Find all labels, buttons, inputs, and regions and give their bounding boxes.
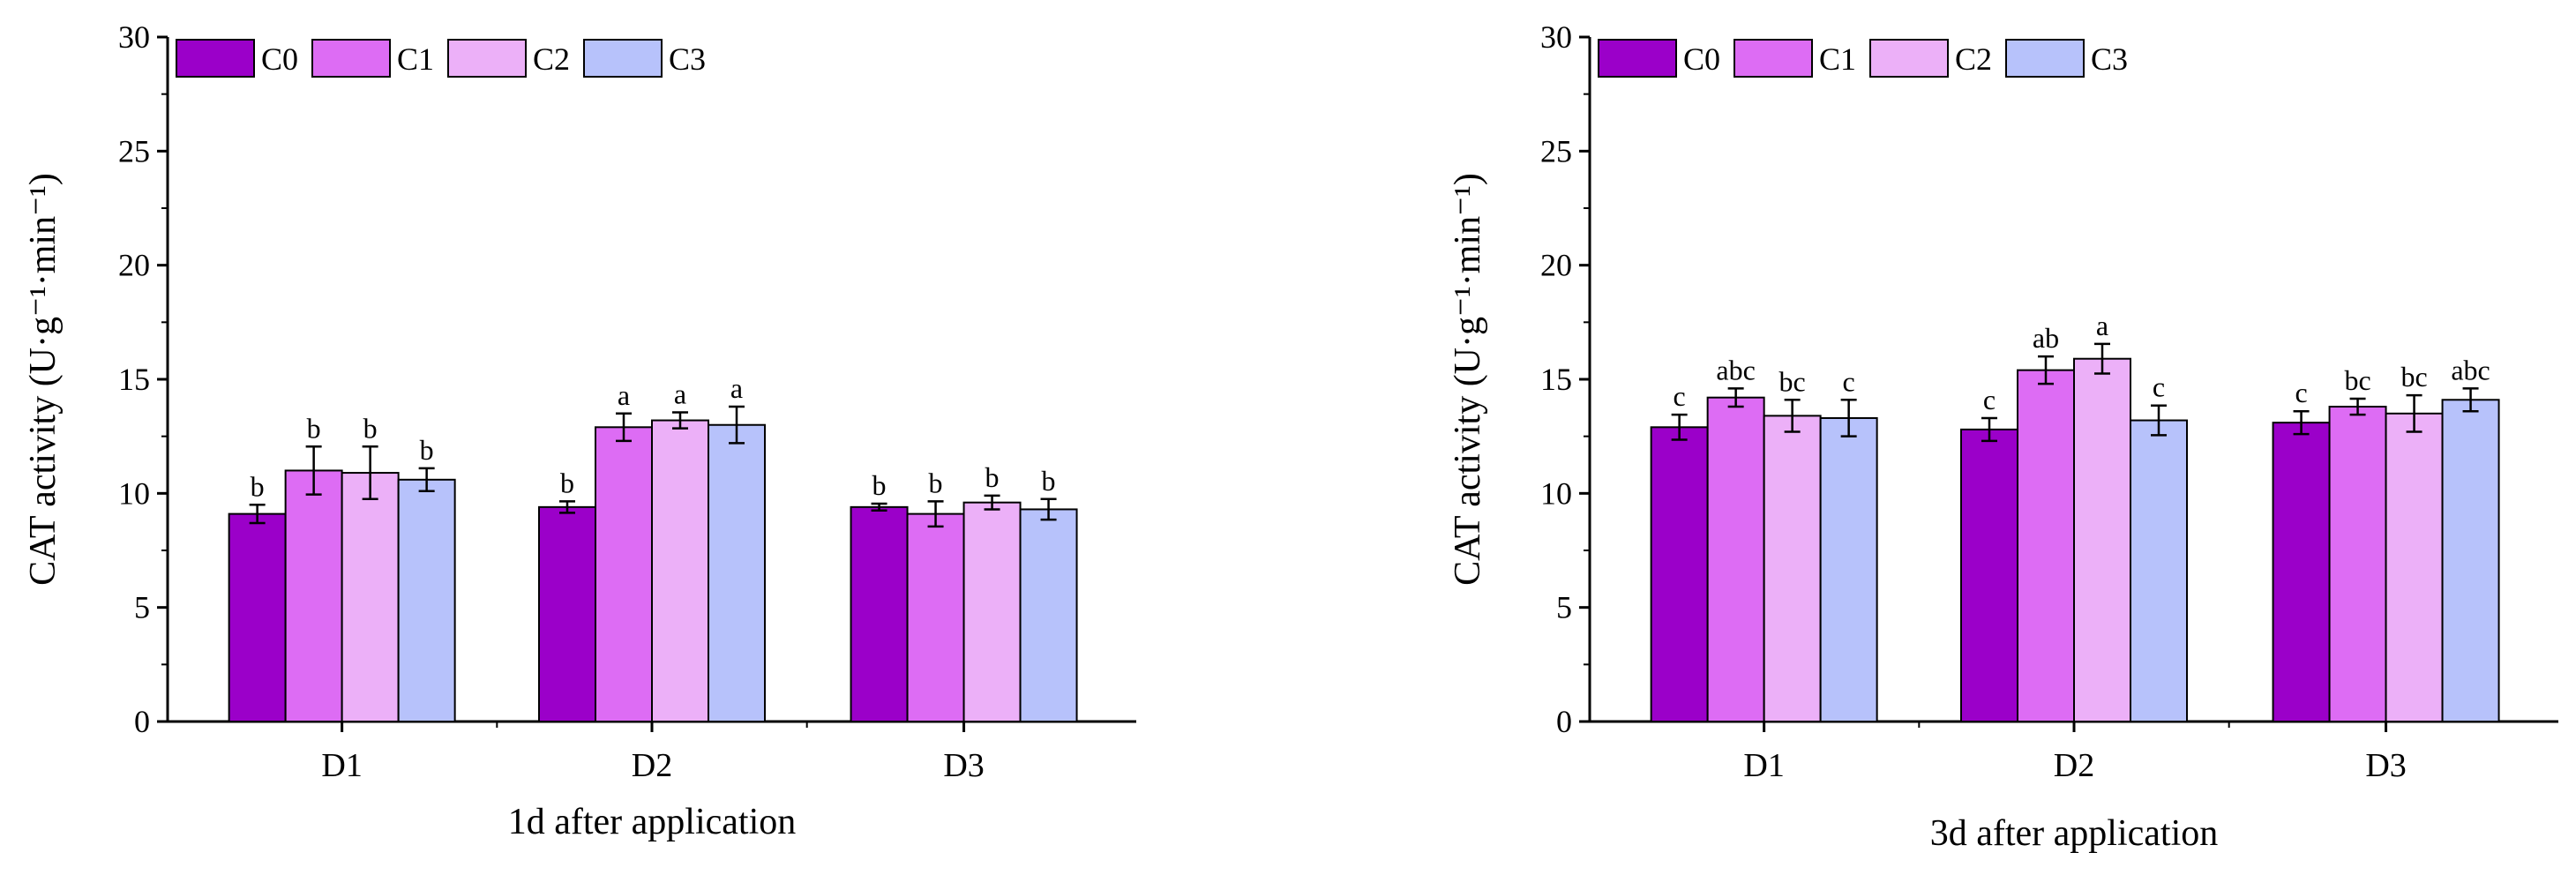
legend-swatch-c0	[176, 39, 255, 78]
significance-label: ab	[2033, 322, 2059, 354]
x-tick-label-d1: D1	[321, 747, 362, 784]
significance-label: bc	[1779, 365, 1806, 397]
legend-label-c3: C3	[669, 41, 706, 77]
y-tick-label: 25	[1540, 133, 1572, 168]
significance-label: b	[872, 469, 887, 501]
legend-label-c0: C0	[1683, 41, 1720, 77]
significance-label: a	[618, 379, 630, 411]
bar-c3-d3	[1019, 508, 1078, 722]
bar-c1-d2	[2017, 369, 2075, 722]
legend-swatch-c2	[447, 39, 527, 78]
x-tick-label-d2: D2	[632, 747, 672, 784]
bar-c2-d1	[341, 472, 400, 722]
y-tick-label: 10	[118, 475, 150, 511]
significance-label: a	[730, 372, 743, 404]
y-tick-label: 20	[1540, 248, 1572, 283]
significance-label: c	[2295, 377, 2307, 408]
bar-c3-d1	[1819, 416, 1878, 722]
significance-label: b	[985, 461, 1000, 493]
y-tick-label: 30	[1540, 19, 1572, 55]
y-axis-label: CAT activity (U·g⁻¹·min⁻¹)	[1448, 173, 1488, 586]
y-tick-label: 5	[1556, 590, 1572, 625]
bar-c3-d3	[2441, 399, 2500, 722]
bar-c2-d2	[651, 419, 709, 722]
legend-swatch-c1	[311, 39, 391, 78]
x-axis-title: 3d after application	[1930, 813, 2219, 854]
significance-label: abc	[1716, 354, 1755, 385]
legend-label-c2: C2	[1955, 41, 1992, 77]
legend-label-c3: C3	[2091, 41, 2128, 77]
chart-panel-1: 0 5 10 15 20 25 30 D1 D2 D3 b b b b a b b a b b a b C0 C1 C2 C3 CA…	[23, 19, 1136, 842]
significance-label: b	[1042, 465, 1056, 497]
y-tick-label: 20	[118, 248, 150, 283]
y-tick-label: 30	[118, 19, 150, 55]
bar-c3-d1	[397, 478, 456, 723]
bar-c1-d2	[595, 426, 653, 722]
x-tick-label-d3: D3	[943, 747, 984, 784]
y-tick-label: 10	[1540, 475, 1572, 511]
significance-label: c	[1843, 365, 1855, 397]
significance-label: b	[560, 467, 574, 498]
legend: C0 C1 C2 C3	[176, 39, 706, 78]
significance-label: b	[251, 470, 265, 502]
bar-c2-d3	[962, 501, 1022, 722]
bar-c3-d2	[2130, 419, 2188, 722]
legend-swatch-c3	[2005, 39, 2085, 78]
legend-label-c2: C2	[533, 41, 570, 77]
y-tick-label: 0	[134, 704, 150, 739]
legend-swatch-c2	[1869, 39, 1949, 78]
bar-c1-d1	[284, 469, 343, 722]
y-axis-label: CAT activity (U·g⁻¹·min⁻¹)	[23, 173, 64, 586]
legend-swatch-c3	[583, 39, 663, 78]
significance-label: bc	[2344, 364, 2370, 396]
bar-c0-d1	[1650, 426, 1709, 722]
bar-c3-d2	[708, 423, 766, 722]
bar-c0-d3	[850, 505, 909, 722]
x-tick-label-d1: D1	[1743, 747, 1784, 784]
legend: C0 C1 C2 C3	[1598, 39, 2128, 78]
significance-label: b	[307, 412, 321, 444]
significance-label: b	[929, 467, 943, 498]
x-tick-label-d3: D3	[2365, 747, 2406, 784]
bar-c1-d3	[906, 512, 965, 723]
significance-label: abc	[2451, 354, 2490, 385]
significance-label: b	[420, 434, 434, 466]
significance-label: a	[2096, 310, 2108, 341]
y-tick-label: 15	[1540, 362, 1572, 397]
y-tick-label: 5	[134, 590, 150, 625]
significance-label: c	[1674, 380, 1686, 412]
significance-label: b	[363, 412, 378, 444]
bar-c0-d3	[2272, 422, 2331, 722]
significance-label: a	[674, 378, 686, 410]
x-tick-label-d2: D2	[2054, 747, 2094, 784]
legend-label-c1: C1	[1819, 41, 1856, 77]
bar-c2-d1	[1763, 415, 1822, 722]
bar-c0-d1	[228, 512, 287, 723]
legend-label-c0: C0	[261, 41, 298, 77]
legend-swatch-c1	[1734, 39, 1813, 78]
y-tick-label: 15	[118, 362, 150, 397]
y-tick-label: 25	[118, 133, 150, 168]
x-axis-title: 1d after application	[508, 802, 797, 842]
legend-swatch-c0	[1598, 39, 1677, 78]
significance-label: bc	[2400, 361, 2427, 393]
y-tick-label: 0	[1556, 704, 1572, 739]
bar-c2-d3	[2385, 412, 2444, 722]
significance-label: c	[1983, 384, 1996, 415]
bar-c2-d2	[2073, 357, 2131, 722]
significance-label: c	[2153, 371, 2165, 403]
legend-label-c1: C1	[397, 41, 434, 77]
bar-c0-d2	[538, 505, 596, 722]
bar-c1-d1	[1706, 396, 1765, 722]
bar-c0-d2	[1960, 428, 2018, 722]
bar-c1-d3	[2328, 406, 2387, 722]
